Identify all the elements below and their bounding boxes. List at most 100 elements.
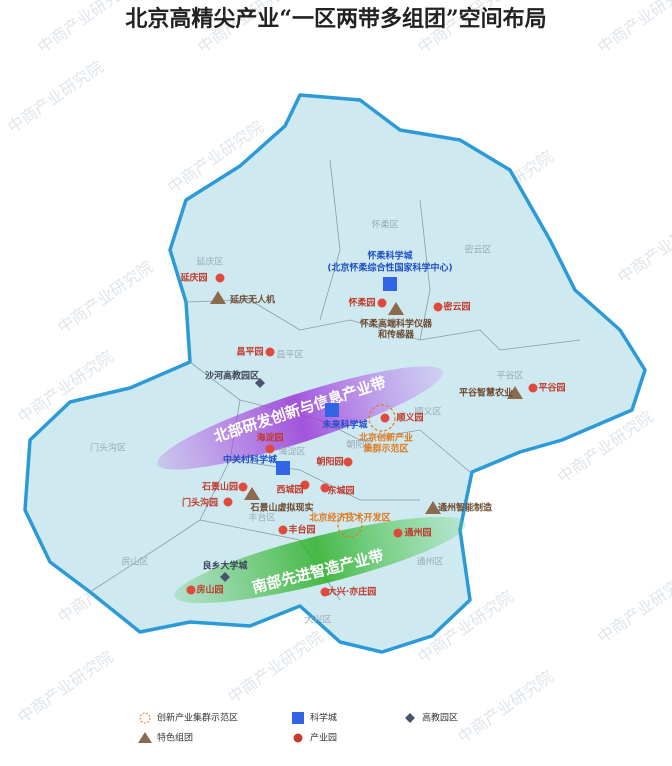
feature-label: 集群示范区 — [362, 443, 408, 455]
legend-swatch — [405, 713, 415, 723]
feature-label: 西城园 — [276, 484, 303, 496]
feature: 未来科学城 — [321, 403, 368, 431]
feature-label: 昌平园 — [236, 347, 263, 358]
cluster-marker — [337, 512, 363, 538]
feature-label: 石景山园 — [201, 481, 238, 493]
park-marker — [380, 413, 390, 423]
park-marker — [186, 585, 196, 595]
feature: 密云园 — [433, 301, 471, 313]
park-marker — [265, 347, 275, 357]
park-marker — [265, 444, 275, 454]
park-marker — [377, 298, 387, 308]
feature-label: 朝阳园 — [316, 456, 343, 468]
feature: 石景山园 — [201, 481, 248, 493]
feature: 怀柔园 — [348, 297, 387, 309]
feature-label: 北京创新产业 — [359, 432, 413, 444]
legend-label: 高教园区 — [422, 712, 458, 724]
feature-label: 怀柔高端科学仪器 — [360, 318, 433, 330]
south-band — [174, 516, 466, 604]
special-cluster-marker — [244, 487, 260, 500]
feature: 东城园 — [320, 483, 355, 497]
feature: 顺义园 — [368, 404, 424, 432]
district-label: 昌平区 — [276, 350, 303, 361]
feature-label: 沙河高教园区 — [205, 370, 259, 382]
legend-item: 高教园区 — [405, 712, 458, 724]
park-marker — [528, 383, 538, 393]
district-label: 丰台区 — [248, 512, 275, 524]
district-label: 平谷区 — [496, 371, 523, 382]
district-label: 通州区 — [416, 557, 443, 568]
legend-label: 特色组团 — [157, 732, 193, 744]
feature: 平谷智慧农业 — [459, 386, 523, 399]
district-label: 海淀区 — [278, 446, 305, 458]
feature-label: 大兴·亦庄园 — [328, 586, 376, 598]
feature-label: 通州园 — [404, 527, 431, 539]
special-cluster-marker — [425, 501, 441, 514]
district-label: 密云区 — [464, 244, 491, 256]
feature-label: 东城园 — [327, 485, 354, 497]
park-marker — [300, 480, 310, 490]
district-label: 门头沟区 — [90, 442, 126, 454]
feature: 丰台园 — [278, 524, 316, 536]
university-marker — [220, 572, 230, 582]
feature: 平谷园 — [528, 382, 566, 394]
feature-label: 门头沟园 — [182, 497, 218, 509]
legend-label: 创新产业集群示范区 — [157, 712, 238, 724]
feature-label: (北京怀柔综合性国家科学中心) — [327, 262, 452, 274]
special-cluster-marker — [388, 302, 404, 315]
legend-swatch — [138, 732, 152, 743]
feature-label: 和传感器 — [377, 329, 415, 341]
feature: 大兴·亦庄园 — [320, 586, 376, 598]
district-label: 朝阳区 — [346, 440, 373, 451]
watermark: 中商产业研究院 — [54, 257, 157, 337]
park-marker — [215, 273, 225, 283]
feature-label: 怀柔园 — [348, 297, 375, 309]
legend-item: 产业园 — [293, 732, 337, 744]
watermark: 中商产业研究院 — [224, 627, 327, 707]
science-city-marker — [276, 461, 290, 475]
feature-label: 未来科学城 — [321, 419, 367, 431]
science-city-marker — [383, 277, 397, 291]
feature-label: 海淀园 — [256, 432, 283, 444]
legend-swatch — [292, 712, 304, 724]
park-marker — [320, 587, 330, 597]
feature-label: 通州智能制造 — [438, 502, 493, 514]
feature: 怀柔科学城 — [367, 250, 413, 291]
university-marker — [255, 378, 265, 388]
watermark: 中商产业研究院 — [14, 647, 117, 727]
north-band — [157, 366, 443, 470]
feature: 延庆无人机 — [210, 291, 275, 306]
watermark: 中商产业研究院 — [454, 667, 557, 747]
feature: 海淀园 — [256, 432, 284, 454]
feature-label: 房山园 — [196, 584, 223, 596]
watermark: 中商产业研究院 — [594, 0, 672, 57]
feature: 沙河高教园区 — [205, 370, 265, 388]
park-marker — [433, 302, 443, 312]
legend-swatch — [139, 712, 151, 724]
beijing-outline — [23, 93, 647, 654]
feature-label: 延庆无人机 — [229, 294, 275, 306]
district-borders — [89, 159, 581, 601]
feature-label: 北京经济技术开发区 — [309, 512, 390, 524]
legend-label: 科学城 — [310, 712, 337, 724]
feature: (北京怀柔综合性国家科学中心) — [327, 262, 452, 274]
feature-label: 平谷园 — [538, 382, 565, 394]
feature: 通州园 — [393, 527, 432, 539]
feature-label: 顺义园 — [396, 412, 423, 424]
feature: 通州智能制造 — [425, 501, 493, 514]
district-label: 延庆区 — [196, 256, 223, 268]
legend-swatch — [293, 733, 303, 743]
feature-label: 平谷智慧农业 — [459, 387, 513, 399]
feature: 中关村科学城 — [223, 454, 290, 475]
legend-label: 产业园 — [310, 732, 337, 744]
park-marker — [343, 457, 353, 467]
park-marker — [278, 525, 288, 535]
feature-label: 丰台园 — [288, 524, 315, 536]
feature-label: 延庆园 — [179, 272, 207, 284]
feature-label: 中关村科学城 — [223, 454, 277, 466]
feature: 门头沟园 — [182, 497, 233, 509]
cluster-marker — [368, 404, 396, 432]
